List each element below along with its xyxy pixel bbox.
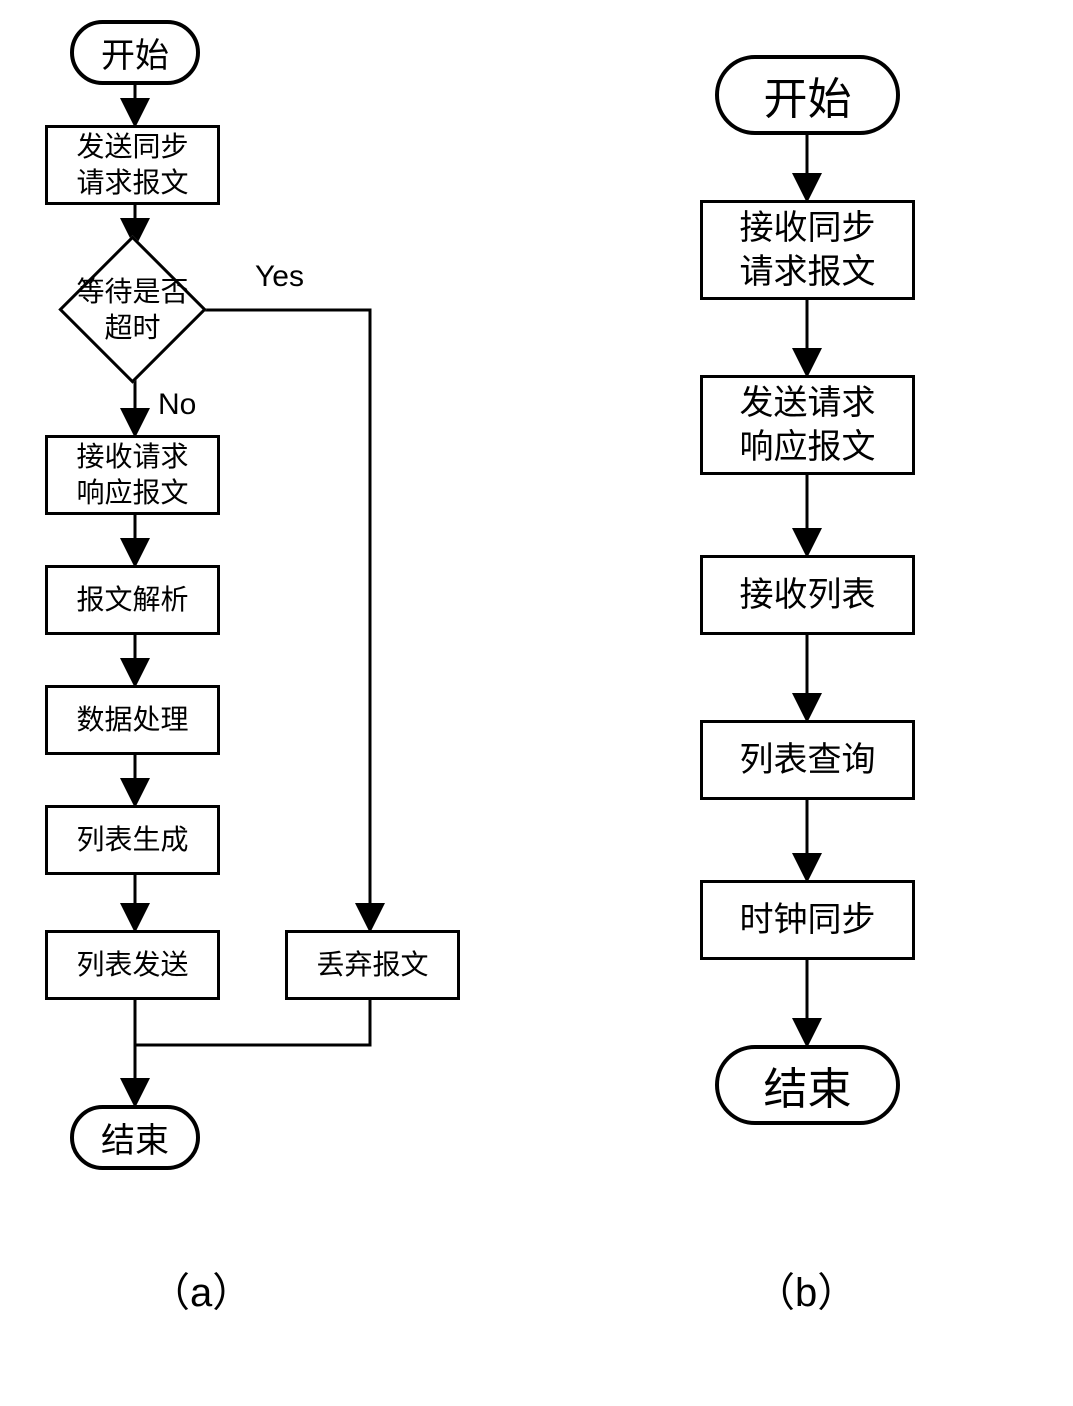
- fb-receive-list: 接收列表: [700, 555, 915, 635]
- fa-caption: （a）: [150, 1260, 252, 1318]
- fa-start: 开始: [70, 20, 200, 85]
- fa-d1-label: 等待是否超时: [76, 274, 188, 347]
- fb-end-label: 结束: [764, 1053, 852, 1117]
- fa-list-send: 列表发送: [45, 930, 220, 1000]
- fa-n7-label: 丢弃报文: [316, 947, 428, 983]
- fb-send-response: 发送请求响应报文: [700, 375, 915, 475]
- fb-start-label: 开始: [764, 63, 852, 127]
- fa-list-generate: 列表生成: [45, 805, 220, 875]
- fa-end: 结束: [70, 1105, 200, 1170]
- fa-start-label: 开始: [101, 28, 169, 77]
- fa-n1-label: 发送同步请求报文: [76, 129, 188, 202]
- fa-end-label: 结束: [101, 1113, 169, 1162]
- fa-n3-label: 报文解析: [76, 582, 188, 618]
- fb-start: 开始: [715, 55, 900, 135]
- fb-n2-label: 发送请求响应报文: [740, 381, 876, 469]
- fa-label-no: No: [158, 388, 196, 422]
- fb-n5-label: 时钟同步: [740, 898, 876, 942]
- fa-message-parse: 报文解析: [45, 565, 220, 635]
- fb-n1-label: 接收同步请求报文: [740, 206, 876, 294]
- fa-wait-timeout-decision: 等待是否超时: [60, 245, 205, 375]
- fb-n4-label: 列表查询: [740, 738, 876, 782]
- fa-label-yes: Yes: [255, 260, 304, 294]
- fb-clock-sync: 时钟同步: [700, 880, 915, 960]
- fa-receive-response: 接收请求响应报文: [45, 435, 220, 515]
- fb-list-query: 列表查询: [700, 720, 915, 800]
- fb-caption: （b）: [755, 1260, 857, 1318]
- fa-send-sync-request: 发送同步请求报文: [45, 125, 220, 205]
- fa-data-process: 数据处理: [45, 685, 220, 755]
- fa-n2-label: 接收请求响应报文: [76, 439, 188, 512]
- flowchart-container: 开始 发送同步请求报文 等待是否超时 接收请求响应报文 报文解析 数据处理 列表…: [0, 0, 1073, 1406]
- fb-end: 结束: [715, 1045, 900, 1125]
- fb-n3-label: 接收列表: [740, 573, 876, 617]
- fa-discard-message: 丢弃报文: [285, 930, 460, 1000]
- fa-n6-label: 列表发送: [76, 947, 188, 983]
- fa-n4-label: 数据处理: [76, 702, 188, 738]
- fa-n5-label: 列表生成: [76, 822, 188, 858]
- fb-receive-sync-request: 接收同步请求报文: [700, 200, 915, 300]
